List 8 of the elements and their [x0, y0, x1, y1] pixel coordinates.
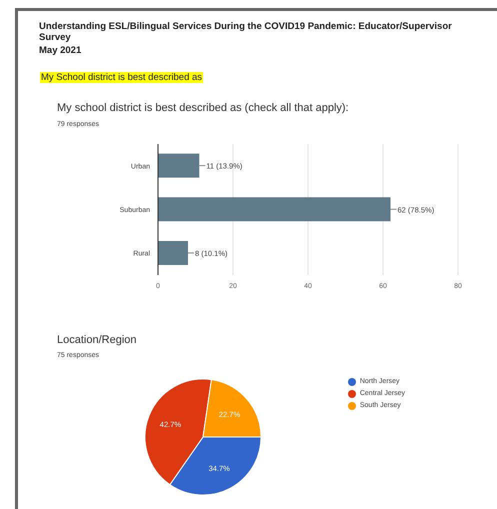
- bar: [158, 154, 200, 178]
- text: May 2021: [39, 45, 82, 56]
- chart-title: My school district is best described as (check all that apply):: [57, 102, 349, 114]
- text: My School district is best described as: [40, 72, 204, 83]
- bar: [158, 240, 188, 265]
- bar: [158, 197, 390, 222]
- chart-title: Location/Region: [57, 334, 137, 346]
- text: Understanding ESL/Bilingual Services During the COVID19 Pandemic: Educator/Supervisor Survey: [39, 21, 453, 43]
